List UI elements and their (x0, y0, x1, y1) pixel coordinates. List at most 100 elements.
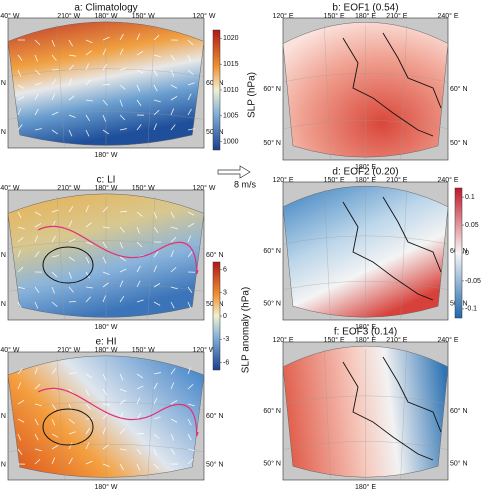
wind-arrow (102, 444, 109, 450)
wind-arrow (136, 33, 141, 41)
wind-arrow (17, 266, 24, 273)
wind-arrow (170, 96, 178, 101)
wind-arrow (153, 34, 160, 41)
lon-label: 210° E (386, 176, 407, 184)
wind-arrow (85, 222, 92, 228)
colorbar-tick-label: -3 (223, 336, 229, 343)
graticule (7, 443, 205, 453)
wind-arrow (85, 442, 90, 450)
wind-arrow (153, 372, 161, 375)
lon-label: 210° W (57, 12, 80, 20)
lat-label: 50° N (263, 459, 281, 467)
lon-label: 180° W (94, 12, 117, 20)
wind-arrow (85, 241, 93, 245)
wind-arrow (119, 33, 124, 41)
wind-arrow (170, 400, 178, 405)
colorbar-tick-label: 0.1 (465, 194, 475, 201)
coastline (342, 196, 442, 301)
wind-arrow (187, 69, 194, 75)
graticule (324, 188, 331, 321)
wind-arrow (51, 286, 55, 294)
wind-arrow (85, 286, 93, 289)
wind-arrow (17, 54, 23, 61)
lon-label: 240° W (0, 346, 20, 354)
wind-arrow (68, 220, 73, 228)
wind-arrow (136, 412, 142, 420)
wind-arrow (17, 237, 24, 243)
lat-label: 60° N (263, 247, 281, 255)
wind-arrow (34, 82, 42, 86)
wind-arrow (136, 280, 141, 288)
wind-arrow (170, 54, 176, 61)
wind-arrow (119, 48, 124, 56)
wind-arrow (51, 403, 57, 410)
wind-arrow (153, 433, 160, 439)
graticule (7, 240, 205, 249)
colorbar-tick-label: -0.05 (465, 278, 481, 285)
colorbar-tick-label: 6 (223, 266, 227, 273)
wind-arrow (68, 114, 76, 118)
wind-arrow (119, 280, 124, 288)
wind-arrow (170, 286, 178, 290)
wind-arrow (187, 433, 192, 441)
lon-label: 120° W (192, 12, 215, 20)
panel-title: c: LI (97, 175, 116, 186)
wind-arrow (17, 286, 25, 290)
graticule (7, 283, 205, 292)
contour (42, 408, 94, 446)
colorbar-tick-label: -6 (223, 359, 229, 366)
wind-arrow (102, 226, 110, 229)
wind-arrow (85, 417, 94, 420)
wind-arrow (119, 388, 127, 392)
wind-arrow (51, 78, 57, 86)
wind-arrow (187, 448, 195, 452)
graticule (282, 73, 449, 83)
wind-arrow (136, 385, 144, 390)
wind-vectors (17, 367, 195, 471)
colorbar (212, 29, 221, 151)
wind-arrow (102, 241, 108, 249)
wind-arrow (85, 129, 90, 137)
wind-arrow (187, 54, 191, 62)
wind-arrow (34, 211, 42, 216)
wind-arrow (102, 63, 108, 71)
lon-label: 240° W (0, 184, 20, 192)
wind-arrow (34, 39, 41, 46)
wind-arrow (102, 271, 110, 275)
wind-arrow (34, 69, 41, 75)
graticule (282, 395, 449, 405)
lon-label: 240° E (437, 176, 458, 184)
wind-arrow (51, 368, 57, 375)
graticule (7, 401, 205, 410)
wind-arrow (136, 84, 141, 92)
wind-arrow (102, 206, 108, 213)
lon-label: 180° W (94, 151, 117, 159)
graticule (324, 25, 331, 161)
wind-arrow (51, 209, 59, 213)
wind-arrow (170, 433, 175, 441)
wind-arrow (17, 211, 22, 219)
wind-vectors (17, 205, 196, 309)
wind-arrow (17, 69, 22, 77)
wind-arrow (187, 286, 193, 293)
wind-arrow (119, 114, 126, 121)
wind-arrow (136, 50, 144, 56)
wind-arrow (102, 427, 106, 435)
lon-label: 180° E (355, 12, 376, 20)
lat-label: 50° N (450, 459, 468, 467)
lon-label: 180° E (355, 483, 376, 491)
wind-arrow (153, 69, 158, 77)
wind-arrow (187, 93, 192, 101)
wind-arrow (136, 124, 142, 131)
wind-arrow (68, 129, 73, 137)
wind-arrow (136, 299, 144, 303)
wind-arrow (34, 251, 40, 258)
wind-arrow (68, 442, 73, 450)
wind-arrow (153, 301, 161, 306)
lon-label: 150° W (132, 12, 155, 20)
lon-label: 120° E (272, 12, 293, 20)
panel-title: d: EOF2 (0.20) (332, 167, 398, 178)
wind-arrow (17, 418, 25, 423)
lat-label: 50° N (0, 128, 6, 136)
wind-arrow (187, 301, 192, 309)
